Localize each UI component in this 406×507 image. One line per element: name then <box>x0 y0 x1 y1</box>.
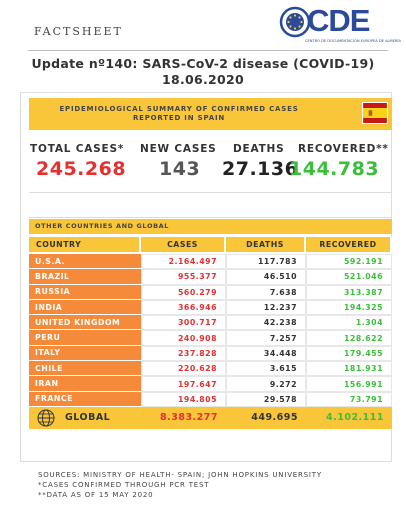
cell-cases: 560.279 <box>141 284 226 300</box>
cell-country: IRAN <box>29 376 141 392</box>
cell-recovered: 156.991 <box>306 376 392 392</box>
table-row: RUSSIA 560.279 7.638 313.387 <box>29 284 392 300</box>
global-cases: 8.383.277 <box>141 406 226 429</box>
cell-country: BRAZIL <box>29 269 141 285</box>
sources-note: SOURCES: MINISTRY OF HEALTH- SPAIN; JOHN… <box>38 471 322 479</box>
date-note: **DATA AS OF 15 MAY 2020 <box>38 491 154 499</box>
cell-deaths: 34.448 <box>226 345 306 362</box>
cell-recovered: 128.622 <box>306 330 392 346</box>
cell-deaths: 3.615 <box>226 361 306 377</box>
cell-recovered: 521.046 <box>306 269 392 285</box>
cell-cases: 197.647 <box>141 376 226 392</box>
global-deaths: 449.695 <box>226 406 306 429</box>
new-cases-label: NEW CASES <box>140 143 217 155</box>
cell-recovered: 1.304 <box>306 315 392 331</box>
cell-recovered: 73.791 <box>306 391 392 407</box>
cell-cases: 220.628 <box>141 361 226 377</box>
cell-cases: 300.717 <box>141 315 226 331</box>
cell-deaths: 29.578 <box>226 391 306 407</box>
table-row: IRAN 197.647 9.272 156.991 <box>29 376 392 392</box>
cell-country: INDIA <box>29 299 141 316</box>
other-countries-heading-bar: OTHER COUNTRIES AND GLOBAL <box>29 219 392 234</box>
globe-icon <box>37 409 55 427</box>
factsheet-label: FACTSHEET <box>34 25 123 38</box>
deaths-label: DEATHS <box>233 143 285 155</box>
table-row: BRAZIL 955.377 46.510 521.046 <box>29 269 392 285</box>
table-row: FRANCE 194.805 29.578 73.791 <box>29 391 392 407</box>
cell-country: RUSSIA <box>29 284 141 300</box>
col-country: COUNTRY <box>29 237 141 254</box>
cell-recovered: 194.325 <box>306 299 392 316</box>
cell-cases: 366.946 <box>141 299 226 316</box>
table-header-row: COUNTRY CASES DEATHS RECOVERED <box>29 237 392 254</box>
total-cases-label: TOTAL CASES* <box>30 143 125 155</box>
cell-recovered: 179.455 <box>306 345 392 362</box>
new-cases-value: 143 <box>159 158 201 180</box>
cde-logo: CDE CENTRO DE DOCUMENTACIÓN EUROPEA DE A… <box>279 3 401 48</box>
cell-deaths: 46.510 <box>226 269 306 285</box>
recovered-value: 144.783 <box>289 158 380 180</box>
update-date: 18.06.2020 <box>161 72 245 87</box>
logo-text: CDE <box>307 3 370 38</box>
cell-country: ITALY <box>29 345 141 362</box>
col-recovered: RECOVERED <box>306 237 392 254</box>
global-row: GLOBAL 8.383.277 449.695 4.102.111 <box>29 406 392 429</box>
deaths-value: 27.136 <box>222 158 299 180</box>
cell-cases: 240.908 <box>141 330 226 346</box>
pcr-note: *CASES CONFIRMED THROUGH PCR TEST <box>38 481 210 489</box>
cell-deaths: 117.783 <box>226 254 306 270</box>
cell-deaths: 7.638 <box>226 284 306 300</box>
total-cases-value: 245.268 <box>36 158 127 180</box>
global-label-cell: GLOBAL <box>29 406 141 429</box>
table-row: PERU 240.908 7.257 128.622 <box>29 330 392 346</box>
cell-cases: 955.377 <box>141 269 226 285</box>
cell-recovered: 313.387 <box>306 284 392 300</box>
global-recovered: 4.102.111 <box>306 406 392 429</box>
divider <box>28 50 388 51</box>
cell-country: UNITED KINGDOM <box>29 315 141 331</box>
col-cases: CASES <box>141 237 226 254</box>
cell-deaths: 12.237 <box>226 299 306 316</box>
cell-cases: 2.164.497 <box>141 254 226 270</box>
other-countries-heading: OTHER COUNTRIES AND GLOBAL <box>35 222 169 230</box>
cell-country: U.S.A. <box>29 254 141 270</box>
table-row: U.S.A. 2.164.497 117.783 592.191 <box>29 254 392 270</box>
table-row: CHILE 220.628 3.615 181.931 <box>29 361 392 377</box>
cell-country: PERU <box>29 330 141 346</box>
table-row: ITALY 237.828 34.448 179.455 <box>29 345 392 362</box>
col-deaths: DEATHS <box>226 237 306 254</box>
logo-subtitle: CENTRO DE DOCUMENTACIÓN EUROPEA DE ALMER… <box>305 39 401 43</box>
table-row: INDIA 366.946 12.237 194.325 <box>29 299 392 316</box>
cell-cases: 194.805 <box>141 391 226 407</box>
table-row: UNITED KINGDOM 300.717 42.238 1.304 <box>29 315 392 331</box>
cell-deaths: 9.272 <box>226 376 306 392</box>
recovered-label: RECOVERED** <box>298 143 389 155</box>
spacer-band <box>29 192 392 218</box>
update-title: Update nº140: SARS-CoV-2 disease (COVID-… <box>31 56 375 71</box>
cell-deaths: 42.238 <box>226 315 306 331</box>
global-label: GLOBAL <box>65 412 111 424</box>
countries-table: COUNTRY CASES DEATHS RECOVERED U.S.A. 2.1… <box>29 237 392 429</box>
eu-stars-globe-icon <box>279 6 311 38</box>
cell-recovered: 181.931 <box>306 361 392 377</box>
cell-country: CHILE <box>29 361 141 377</box>
spain-flag-icon <box>362 102 388 124</box>
spain-summary-banner: EPIDEMIOLOGICAL SUMMARY OF CONFIRMED CAS… <box>29 98 392 130</box>
cell-country: FRANCE <box>29 391 141 407</box>
cell-recovered: 592.191 <box>306 254 392 270</box>
banner-line-1: EPIDEMIOLOGICAL SUMMARY OF CONFIRMED CAS… <box>59 105 299 113</box>
banner-line-2: REPORTED IN SPAIN <box>132 114 226 122</box>
cell-deaths: 7.257 <box>226 330 306 346</box>
cell-cases: 237.828 <box>141 345 226 362</box>
